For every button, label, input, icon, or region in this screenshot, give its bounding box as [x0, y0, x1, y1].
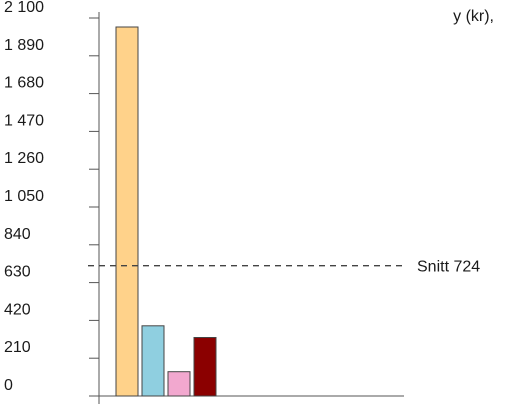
y-tick-label: 1 890 [4, 37, 44, 54]
y-tick-label: 0 [4, 377, 13, 394]
bar-1 [115, 26, 139, 397]
y-tick-label: 1 470 [4, 112, 44, 129]
y-tick-label: 1 680 [4, 75, 44, 92]
y-tick-label: 840 [4, 226, 31, 243]
y-tick-label: 420 [4, 301, 31, 318]
y-tick-label: 630 [4, 264, 31, 281]
bar-4 [193, 337, 217, 397]
y-ticks: 0 210 420 630 840 1 050 1 260 1 470 1 680 1 890 2 … [4, 0, 99, 397]
bar-3 [167, 371, 191, 397]
bar-2 [141, 325, 165, 397]
y-tick-label: 1 260 [4, 150, 44, 167]
bars [115, 26, 217, 397]
y-tick-label: 1 050 [4, 188, 44, 205]
y-tick-label: 210 [4, 339, 31, 356]
chart-title-fragment: y (kr), [453, 8, 494, 25]
y-tick-label: 2 100 [4, 0, 44, 16]
average-label: Snitt 724 [417, 259, 480, 276]
